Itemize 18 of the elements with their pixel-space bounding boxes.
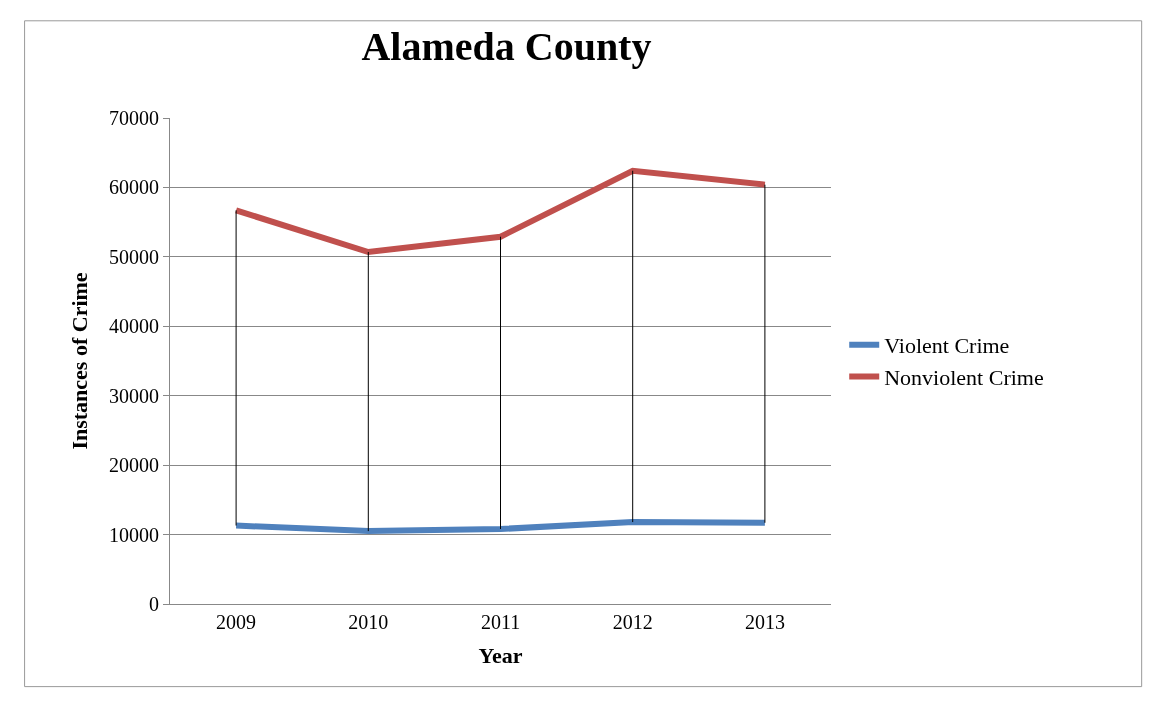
y-tick-label: 60000 [109, 176, 159, 199]
x-tick-label: 2012 [612, 611, 653, 633]
y-tick-label: 30000 [109, 384, 159, 407]
x-tick-label: 2009 [216, 611, 257, 633]
chart-title: Alameda County [361, 24, 652, 70]
y-tick-label: 50000 [109, 245, 159, 268]
legend-label: Violent Crime [884, 333, 1010, 359]
x-tick-label: 2011 [480, 611, 521, 633]
y-axis-title: Instances of Crime [66, 272, 92, 450]
x-axis-title: Year [478, 642, 523, 668]
y-tick-label: 10000 [109, 523, 159, 546]
y-tick-label: 40000 [109, 315, 159, 338]
y-tick-label: 0 [149, 593, 159, 615]
legend-label: Nonviolent Crime [884, 364, 1044, 390]
y-tick-label: 20000 [109, 454, 159, 477]
x-tick-label: 2013 [744, 611, 785, 633]
x-tick-label: 2010 [348, 611, 389, 633]
y-tick-label: 70000 [109, 107, 159, 129]
